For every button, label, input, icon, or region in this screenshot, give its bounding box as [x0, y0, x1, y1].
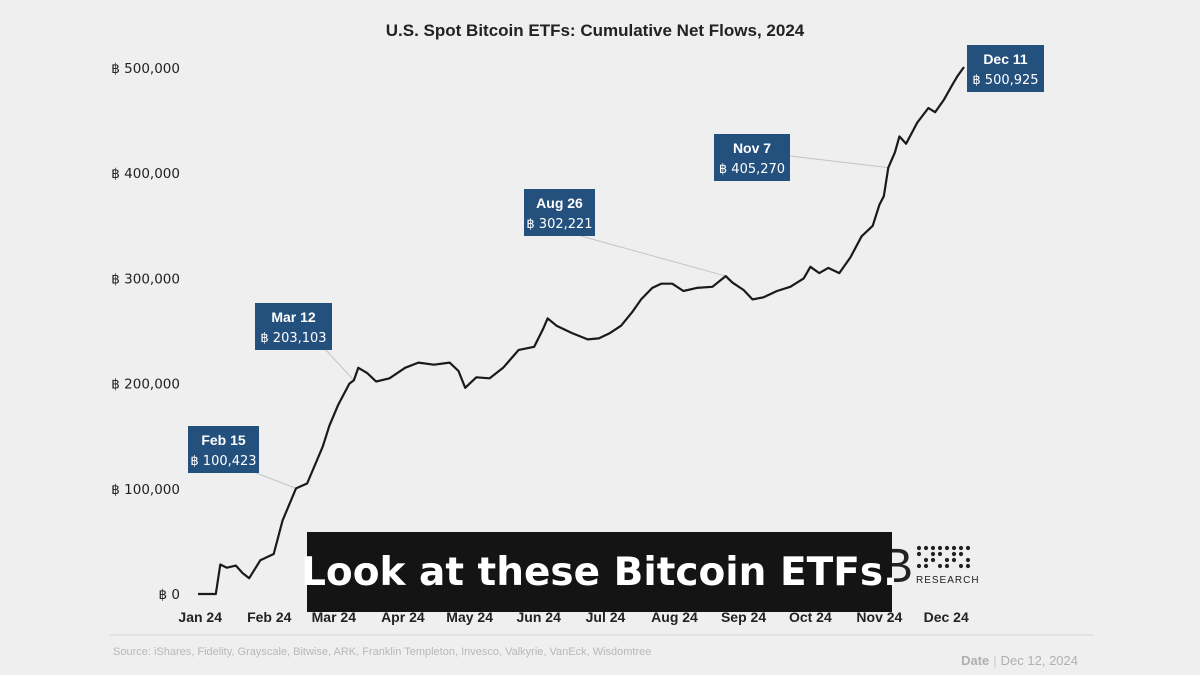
y-tick-label: ฿ 200,000	[111, 377, 180, 393]
y-tick-label: ฿ 100,000	[111, 482, 180, 498]
x-tick-label: Sep 24	[721, 609, 766, 625]
y-tick-label: ฿ 500,000	[111, 61, 180, 77]
logo-dot	[937, 545, 943, 551]
logo-dot	[930, 557, 936, 563]
logo-dot	[958, 545, 964, 551]
logo-dot	[951, 551, 957, 557]
logo-dot	[944, 545, 950, 551]
y-axis: ฿ 500,000 ฿ 400,000 ฿ 300,000 ฿ 200,000 ฿ 10…	[111, 61, 180, 603]
logo-dots-icon	[916, 545, 971, 569]
x-tick-label: Nov 24	[856, 609, 902, 625]
annotation-leader	[580, 235, 726, 277]
annotation-value: ฿ 405,270	[719, 162, 785, 177]
logo-dot	[965, 563, 971, 569]
logo-dot	[965, 545, 971, 551]
x-tick-label: Dec 24	[924, 609, 969, 625]
annotation-box	[188, 426, 259, 473]
logo-dot	[965, 557, 971, 563]
logo-dot	[923, 545, 929, 551]
x-tick-label: Aug 24	[651, 609, 698, 625]
x-tick-label: Feb 24	[247, 609, 292, 625]
x-tick-label: Jul 24	[586, 609, 626, 625]
annotation-box	[255, 303, 332, 350]
annotations: Feb 15 ฿ 100,423 Mar 12 ฿ 203,103 Aug 26 ฿ 30…	[188, 45, 1044, 473]
logo-dot	[923, 563, 929, 569]
logo-dot	[937, 551, 943, 557]
logo-dot	[951, 545, 957, 551]
annotation-leader	[250, 470, 297, 489]
logo-dot	[930, 545, 936, 551]
x-tick-label: Mar 24	[312, 609, 357, 625]
x-tick-label: May 24	[446, 609, 493, 625]
annotation-leader	[789, 155, 889, 169]
annotation-leader	[323, 347, 355, 381]
x-axis: Jan 24 Feb 24 Mar 24 Apr 24 May 24 Jun 24 Jul …	[178, 609, 969, 625]
x-tick-label: Oct 24	[789, 609, 832, 625]
logo-dot	[916, 551, 922, 557]
annotation-box	[524, 189, 595, 236]
annotation-leaders	[250, 155, 889, 489]
annotation-value: ฿ 500,925	[972, 73, 1038, 88]
logo-dot	[958, 563, 964, 569]
logo-dot	[937, 563, 943, 569]
logo-dot	[951, 557, 957, 563]
logo-dot	[944, 563, 950, 569]
logo-dot	[930, 551, 936, 557]
y-tick-label: ฿ 300,000	[111, 271, 180, 287]
annotation-date: Mar 12	[271, 309, 316, 325]
x-tick-label: Jan 24	[178, 609, 222, 625]
annotation-value: ฿ 100,423	[190, 454, 256, 469]
y-tick-label: ฿ 0	[159, 587, 180, 603]
logo-dot	[916, 563, 922, 569]
annotation-box	[967, 45, 1044, 92]
annotation-date: Feb 15	[201, 432, 246, 448]
source-note: Source: iShares, Fidelity, Grayscale, Bi…	[113, 646, 651, 658]
logo-dot	[958, 551, 964, 557]
video-caption: Look at these Bitcoin ETFs.	[301, 532, 898, 612]
date-value: Dec 12, 2024	[1001, 653, 1078, 668]
annotation-date: Dec 11	[983, 51, 1028, 67]
annotation-callout: Nov 7 ฿ 405,270	[714, 134, 790, 181]
chart-title: U.S. Spot Bitcoin ETFs: Cumulative Net F…	[386, 21, 805, 40]
y-tick-label: ฿ 400,000	[111, 166, 180, 182]
logo-dot	[944, 557, 950, 563]
annotation-date: Aug 26	[536, 195, 583, 211]
annotation-value: ฿ 302,221	[526, 217, 592, 232]
footer-date: Date | Dec 12, 2024	[961, 653, 1078, 668]
logo-dot	[916, 545, 922, 551]
annotation-callout: Dec 11 ฿ 500,925	[967, 45, 1044, 92]
annotation-box	[714, 134, 790, 181]
series-line	[198, 66, 965, 596]
annotation-callout: Feb 15 ฿ 100,423	[188, 426, 259, 473]
annotation-date: Nov 7	[733, 140, 771, 156]
annotation-callout: Mar 12 ฿ 203,103	[255, 303, 332, 350]
logo-research-text: RESEARCH	[916, 575, 980, 586]
annotation-callout: Aug 26 ฿ 302,221	[524, 189, 595, 236]
logo-dot	[923, 557, 929, 563]
annotation-value: ฿ 203,103	[260, 331, 326, 346]
x-tick-label: Jun 24	[517, 609, 562, 625]
x-tick-label: Apr 24	[381, 609, 425, 625]
date-separator: |	[993, 653, 996, 668]
date-label: Date	[961, 653, 989, 668]
